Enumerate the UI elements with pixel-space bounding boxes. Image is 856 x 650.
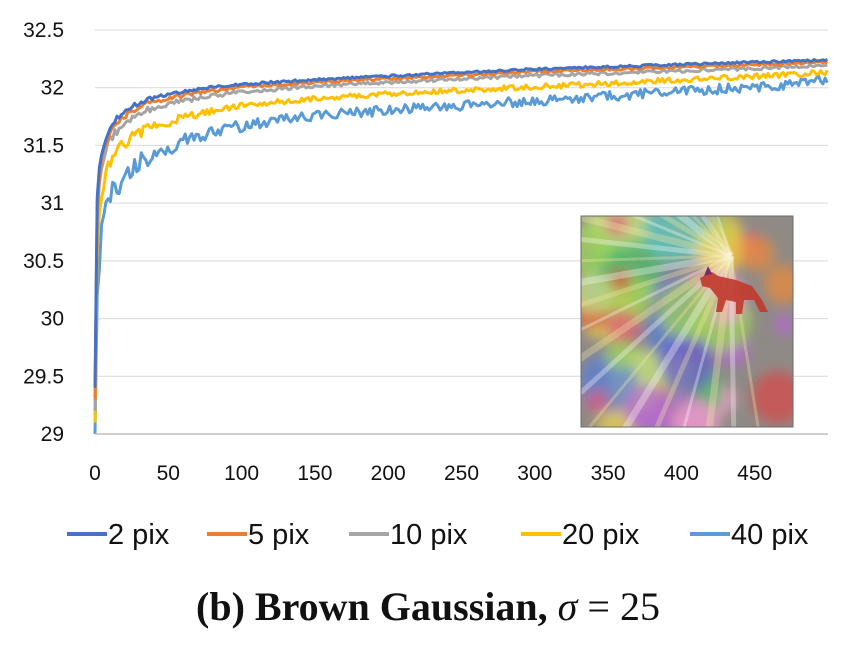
- x-axis-tick-labels: 0 50 100 150 200 250 300 350 400 450: [89, 462, 772, 485]
- caption-sigma: σ: [557, 584, 578, 629]
- y-tick-label: 31.5: [23, 134, 64, 157]
- series-line-20-pix: [93, 69, 829, 423]
- caption-value: 25: [619, 584, 660, 629]
- legend-label: 2 pix: [108, 519, 170, 551]
- caption-equals: =: [577, 584, 620, 629]
- series-line-2-pix: [93, 57, 829, 388]
- figure-caption: (b) Brown Gaussian, σ = 25: [0, 583, 856, 630]
- y-tick-label: 32: [41, 77, 64, 100]
- legend-label: 40 pix: [731, 519, 809, 551]
- series-line-10-pix: [93, 63, 828, 411]
- x-tick-label: 200: [371, 462, 406, 485]
- legend-label: 20 pix: [562, 519, 640, 551]
- x-tick-label: 350: [591, 462, 626, 485]
- x-tick-label: 50: [157, 462, 180, 485]
- inset-light-rays: [581, 216, 760, 427]
- legend-label: 5 pix: [248, 519, 310, 551]
- series-lines: [93, 57, 829, 435]
- x-tick-label: 0: [89, 462, 101, 485]
- x-tick-label: 300: [517, 462, 552, 485]
- legend-label: 10 pix: [390, 519, 468, 551]
- inset-fox-silhouette: [700, 266, 768, 314]
- y-tick-label: 31: [41, 192, 64, 215]
- series-line-40-pix: [93, 74, 829, 435]
- x-tick-label: 100: [224, 462, 259, 485]
- y-tick-label: 29.5: [23, 365, 64, 388]
- caption-label: (b) Brown Gaussian,: [196, 584, 548, 629]
- y-tick-label: 30: [41, 308, 64, 331]
- series-line-5-pix: [93, 60, 829, 400]
- y-tick-label: 29: [41, 423, 64, 446]
- x-tick-label: 450: [737, 462, 772, 485]
- y-tick-label: 30.5: [23, 250, 64, 273]
- inset-image: [580, 215, 794, 428]
- y-tick-label: 32.5: [23, 19, 64, 42]
- legend: 2 pix 5 pix 10 pix 20 pix 40 pix: [67, 519, 809, 551]
- x-tick-label: 400: [664, 462, 699, 485]
- x-tick-label: 150: [297, 462, 332, 485]
- line-chart: 29 29.5 30 30.5 31 31.5 32 32.5 0 50 100 150 200 250…: [23, 19, 829, 551]
- y-axis-tick-labels: 29 29.5 30 30.5 31 31.5 32 32.5: [23, 19, 64, 446]
- x-tick-label: 250: [444, 462, 479, 485]
